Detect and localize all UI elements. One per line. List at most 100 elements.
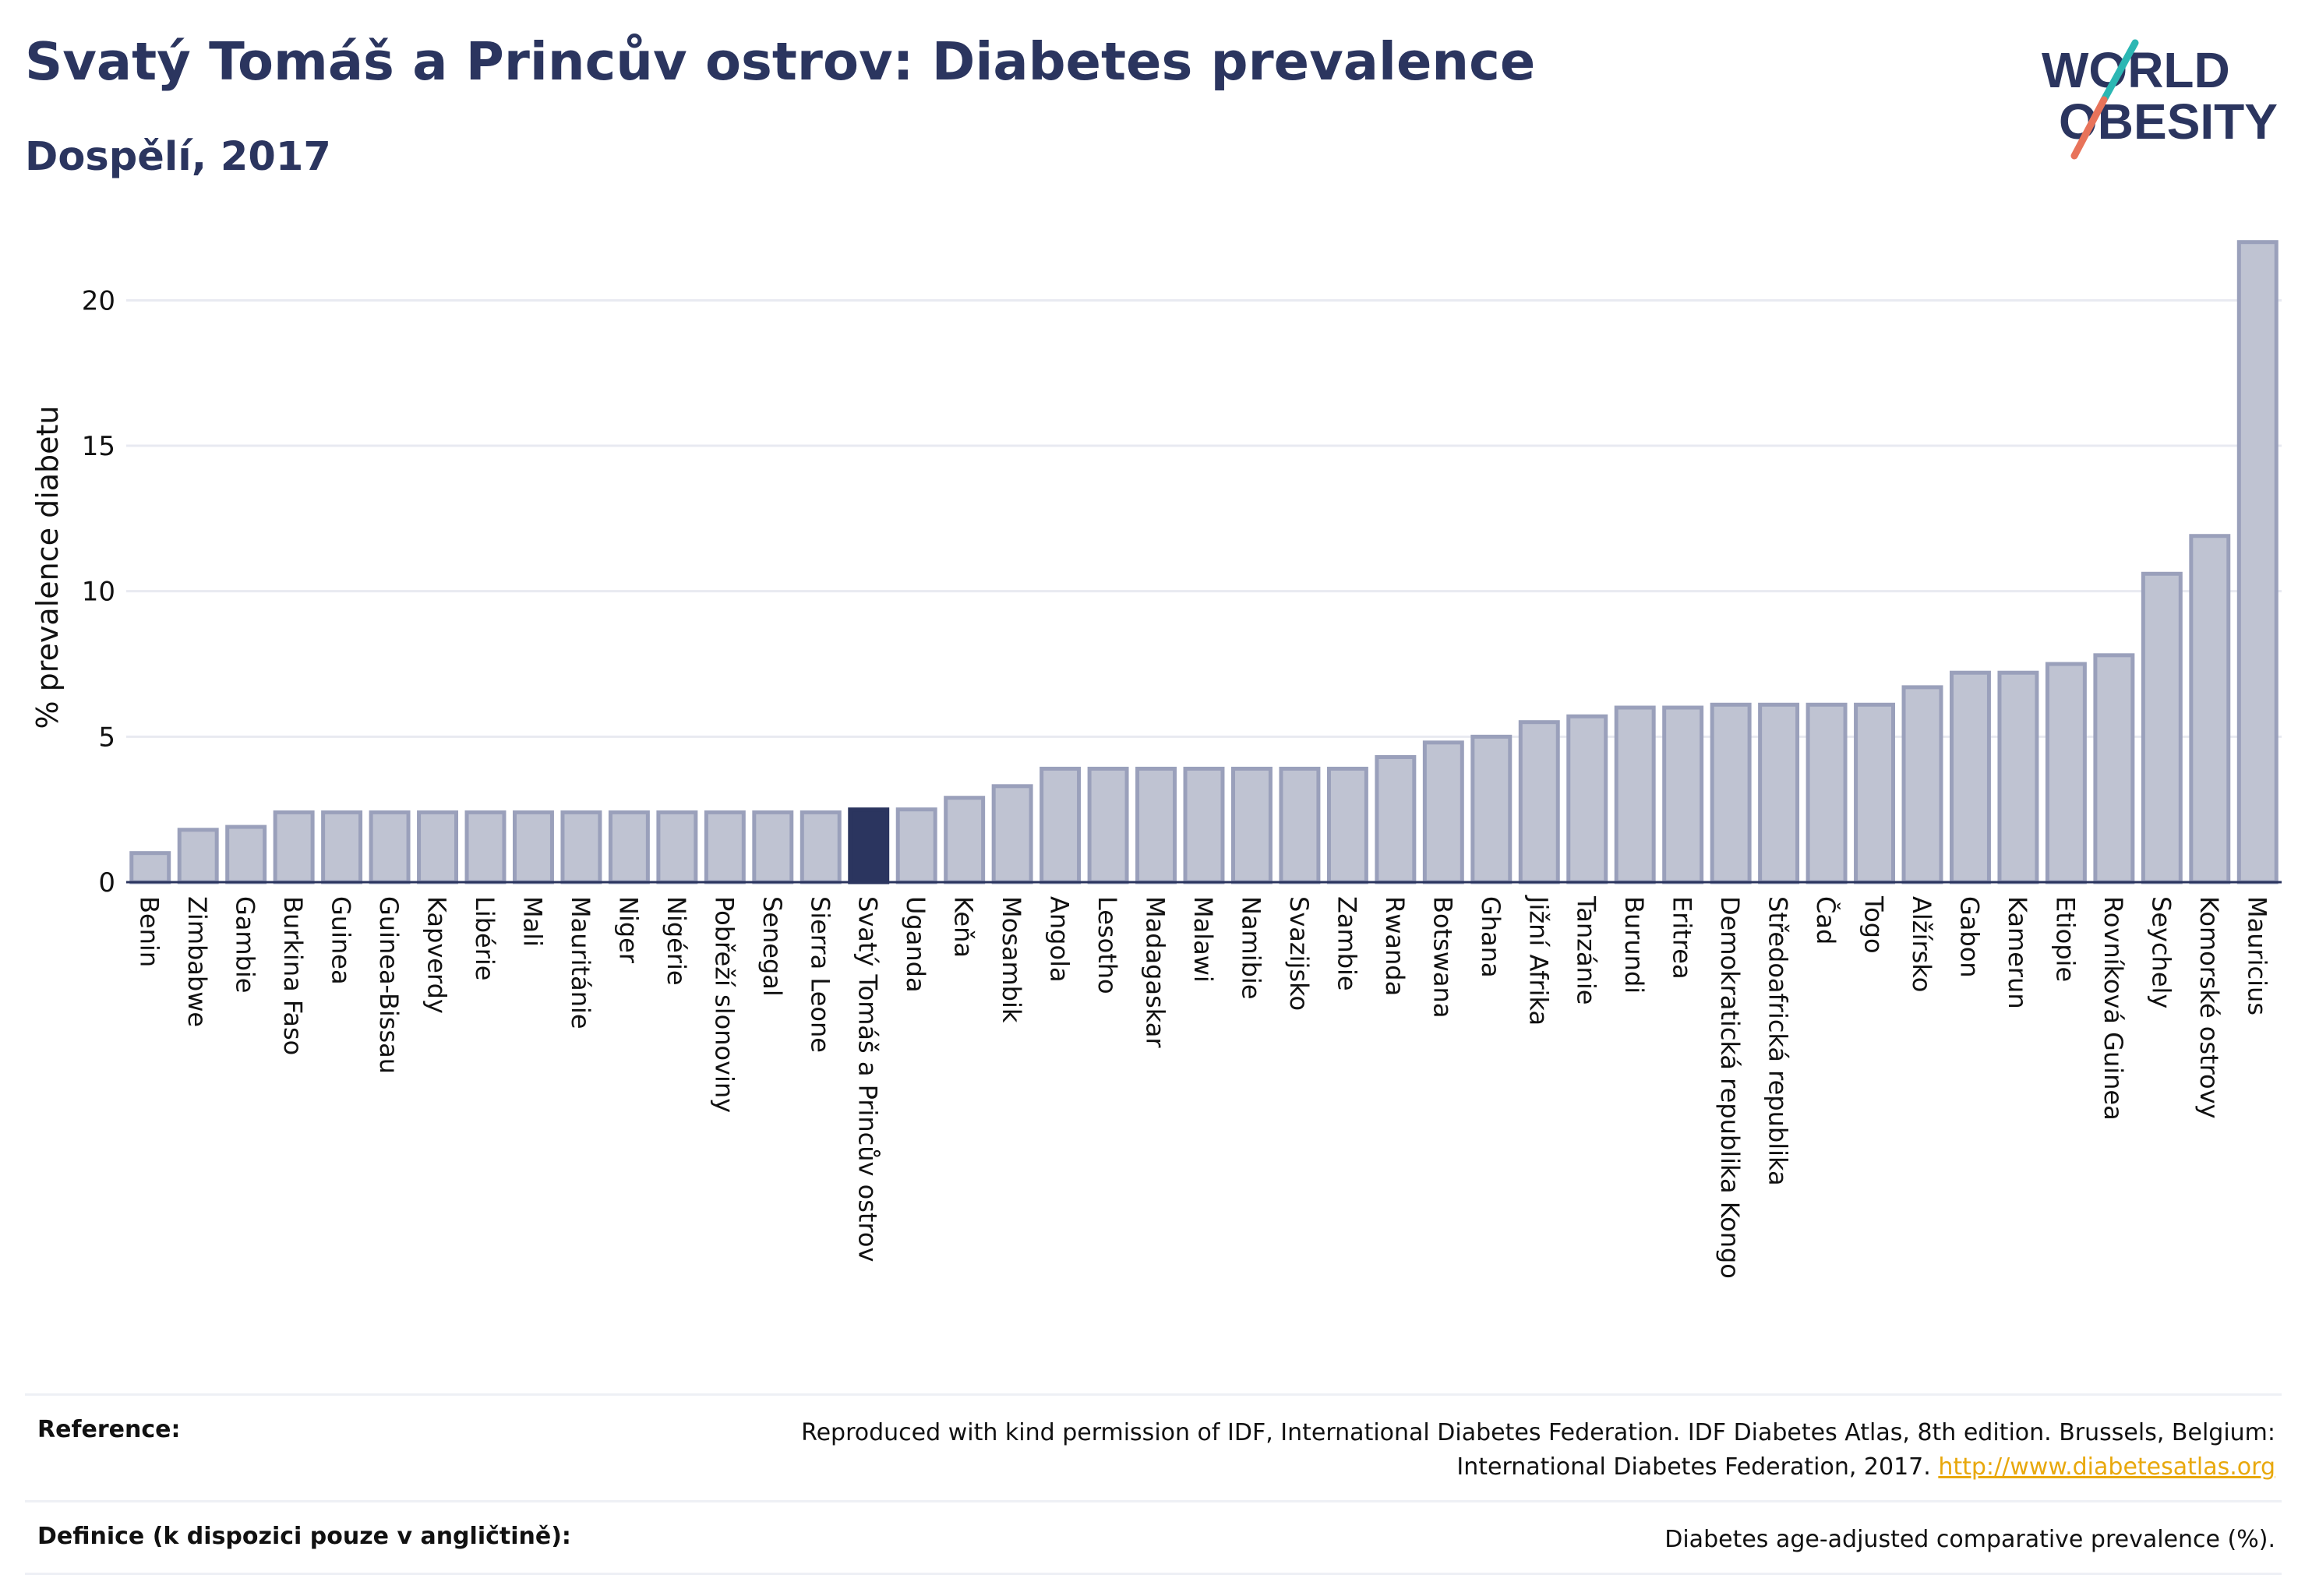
bar-19 [991,784,1033,885]
bar-17 [895,807,937,885]
footer: Reference: Reproduced with kind permissi… [25,1393,2282,1575]
logo-line1: WORLD [2042,42,2230,98]
bar-32 [1614,705,1656,885]
x-tick-label: Malawi [1188,896,1218,983]
reference-row: Reference: Reproduced with kind permissi… [25,1393,2282,1500]
chart-subtitle: Dospělí, 2017 [25,134,331,180]
y-axis-label: % prevalence diabetu [30,405,65,729]
bar-chart: Benin Zimbabwe Gambie Burkina Faso Guinea Gui… [30,240,2282,1279]
x-tick-label: Benin [135,896,164,967]
x-tick-label: Lesotho [1092,896,1122,994]
bar-38 [1901,685,1943,885]
x-tick-label: Uganda [901,896,930,993]
bar-15 [800,810,842,885]
x-tick-label: Jižní Afrika [1523,895,1553,1026]
x-tick-label: Gabon [1954,896,1984,978]
bar-8 [464,810,507,885]
bar-43 [2141,571,2183,885]
bar-33 [1662,705,1704,885]
x-tick-label: Kapverdy [422,896,452,1014]
x-tick-label: Niger [613,896,643,964]
x-tick-label: Madagaskar [1141,896,1170,1048]
x-tick-label: Togo [1859,895,1889,954]
bar-30 [1518,720,1560,885]
x-tick-label: Svazijsko [1284,896,1314,1011]
bar-29 [1470,734,1513,885]
x-tick-label: Botswana [1428,896,1457,1018]
bar-7 [417,810,459,885]
bar-18 [944,796,986,885]
x-tick-label: Ghana [1476,896,1505,978]
bar-4 [273,810,315,885]
x-tick-label: Mauritánie [566,896,595,1029]
x-tick-label: Rovníková Guinea [2099,896,2128,1121]
x-tick-label: Demokratická republika Kongo [1715,896,1745,1279]
reference-body: Reproduced with kind permission of IDF, … [801,1419,2275,1481]
world-obesity-logo: WORLD OBESITY [2042,39,2278,160]
reference-link[interactable]: http://www.diabetesatlas.org [1938,1453,2275,1481]
bar-23 [1183,766,1225,885]
x-tick-label: Namibie [1236,896,1265,1000]
bar-12 [656,810,698,885]
x-tick-label: Mali [517,896,547,947]
bar-40 [1997,670,2039,885]
logo-slash-coral [2070,96,2108,160]
x-tick-label: Rwanda [1380,896,1410,996]
x-tick-label: Mosambik [997,896,1026,1023]
x-tick-label: Čad [1811,896,1841,945]
x-tick-label: Sierra Leone [805,896,835,1053]
y-tick-label: 5 [98,722,115,753]
bar-13 [704,810,746,885]
bars [129,240,2279,885]
bar-14 [752,810,794,885]
bar-35 [1758,702,1800,885]
x-tick-label: Pobřeží slonoviny [709,896,739,1113]
bar-25 [1279,766,1321,885]
x-tick-label: Eritrea [1668,896,1697,980]
logo-slash-teal [2100,39,2139,104]
reference-text: Reproduced with kind permission of IDF, … [717,1416,2275,1485]
bar-44 [2189,534,2231,885]
bar-21 [1087,766,1129,885]
x-tick-label: Středoafrická republika [1763,896,1793,1186]
bar-11 [608,810,650,885]
x-axis: Benin Zimbabwe Gambie Burkina Faso Guinea Gui… [126,881,2282,1279]
x-tick-label: Svatý Tomáš a Princův ostrov [853,896,883,1262]
x-tick-label: Alžírsko [1907,896,1936,992]
bar-24 [1230,766,1273,885]
x-tick-label: Seychely [2146,896,2176,1008]
x-tick-label: Burkina Faso [278,896,308,1055]
x-tick-label: Keňa [949,896,979,958]
bar-20 [1040,766,1082,885]
definition-row: Definice (k dispozici pouze v angličtině… [25,1500,2282,1575]
x-tick-label: Zambie [1332,896,1361,991]
x-tick-label: Angola [1045,896,1075,983]
bar-39 [1949,670,1991,885]
reference-label: Reference: [37,1416,181,1443]
bar-2 [177,828,219,885]
x-tick-label: Guinea [327,896,356,985]
bar-36 [1806,702,1848,885]
definition-label: Definice (k dispozici pouze v angličtině… [37,1523,571,1550]
x-tick-label: Guinea-Bissau [374,896,404,1074]
bar-31 [1566,714,1608,885]
x-tick-label: Etiopie [2050,896,2080,982]
bar-9 [512,810,554,885]
y-tick-label: 15 [82,431,115,462]
bar-16 [848,807,890,885]
bar-27 [1375,754,1417,885]
x-tick-label: Tanzánie [1572,895,1601,1005]
x-tick-label: Nigérie [662,896,691,986]
x-tick-label: Burundi [1619,896,1649,994]
x-tick-label: Gambie [231,896,260,993]
y-axis: 0 5 10 15 20 [82,285,115,899]
y-tick-label: 0 [98,867,115,899]
bar-6 [369,810,411,885]
y-tick-label: 20 [82,285,115,316]
x-tick-label: Senegal [757,896,787,997]
bar-5 [321,810,363,885]
bar-1 [129,851,171,885]
bar-45 [2236,240,2279,885]
bar-42 [2093,653,2135,885]
bar-10 [560,810,602,885]
